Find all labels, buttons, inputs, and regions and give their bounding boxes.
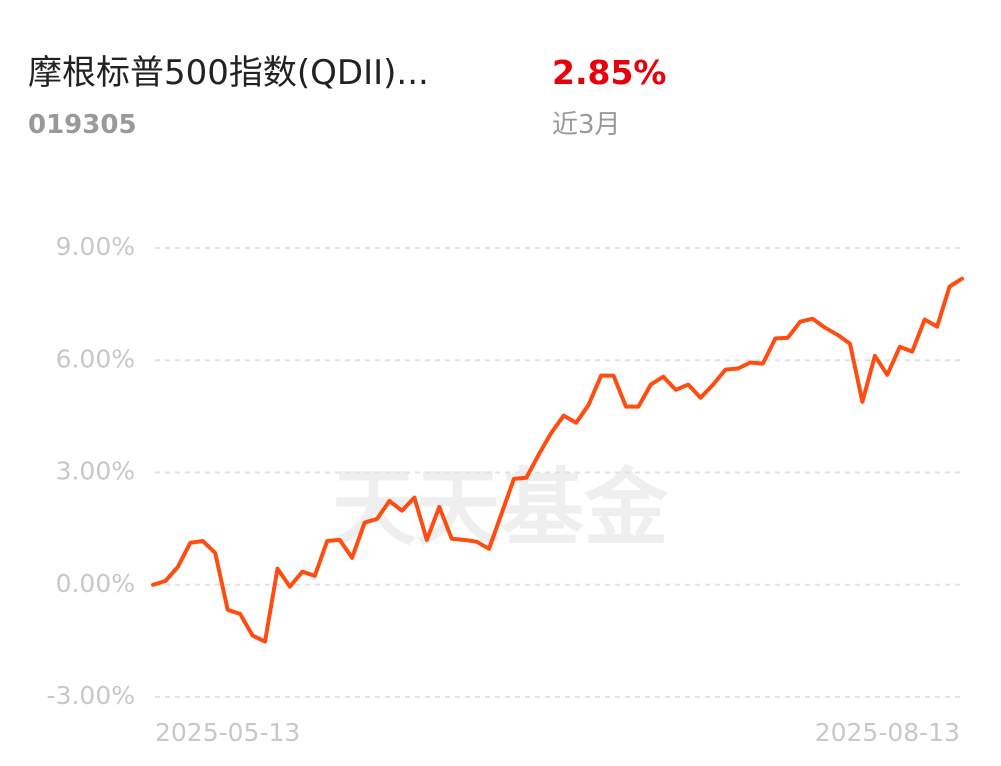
y-tick-label: 3.00%: [56, 457, 135, 486]
fund-name: 摩根标普500指数(QDII)...: [28, 53, 429, 93]
return-value: 2.85%: [552, 53, 667, 92]
y-tick-label: -3.00%: [47, 681, 135, 710]
fund-code: 019305: [28, 110, 137, 140]
watermark: 天天基金: [332, 458, 669, 557]
y-tick-label: 0.00%: [56, 569, 135, 598]
x-tick-label: 2025-08-13: [815, 718, 960, 747]
line: [151, 276, 964, 644]
y-tick-label: 6.00%: [56, 344, 135, 373]
return-period: 近3月: [552, 110, 621, 140]
x-tick-label: 2025-05-13: [155, 718, 300, 747]
y-tick-label: 9.00%: [56, 232, 135, 261]
